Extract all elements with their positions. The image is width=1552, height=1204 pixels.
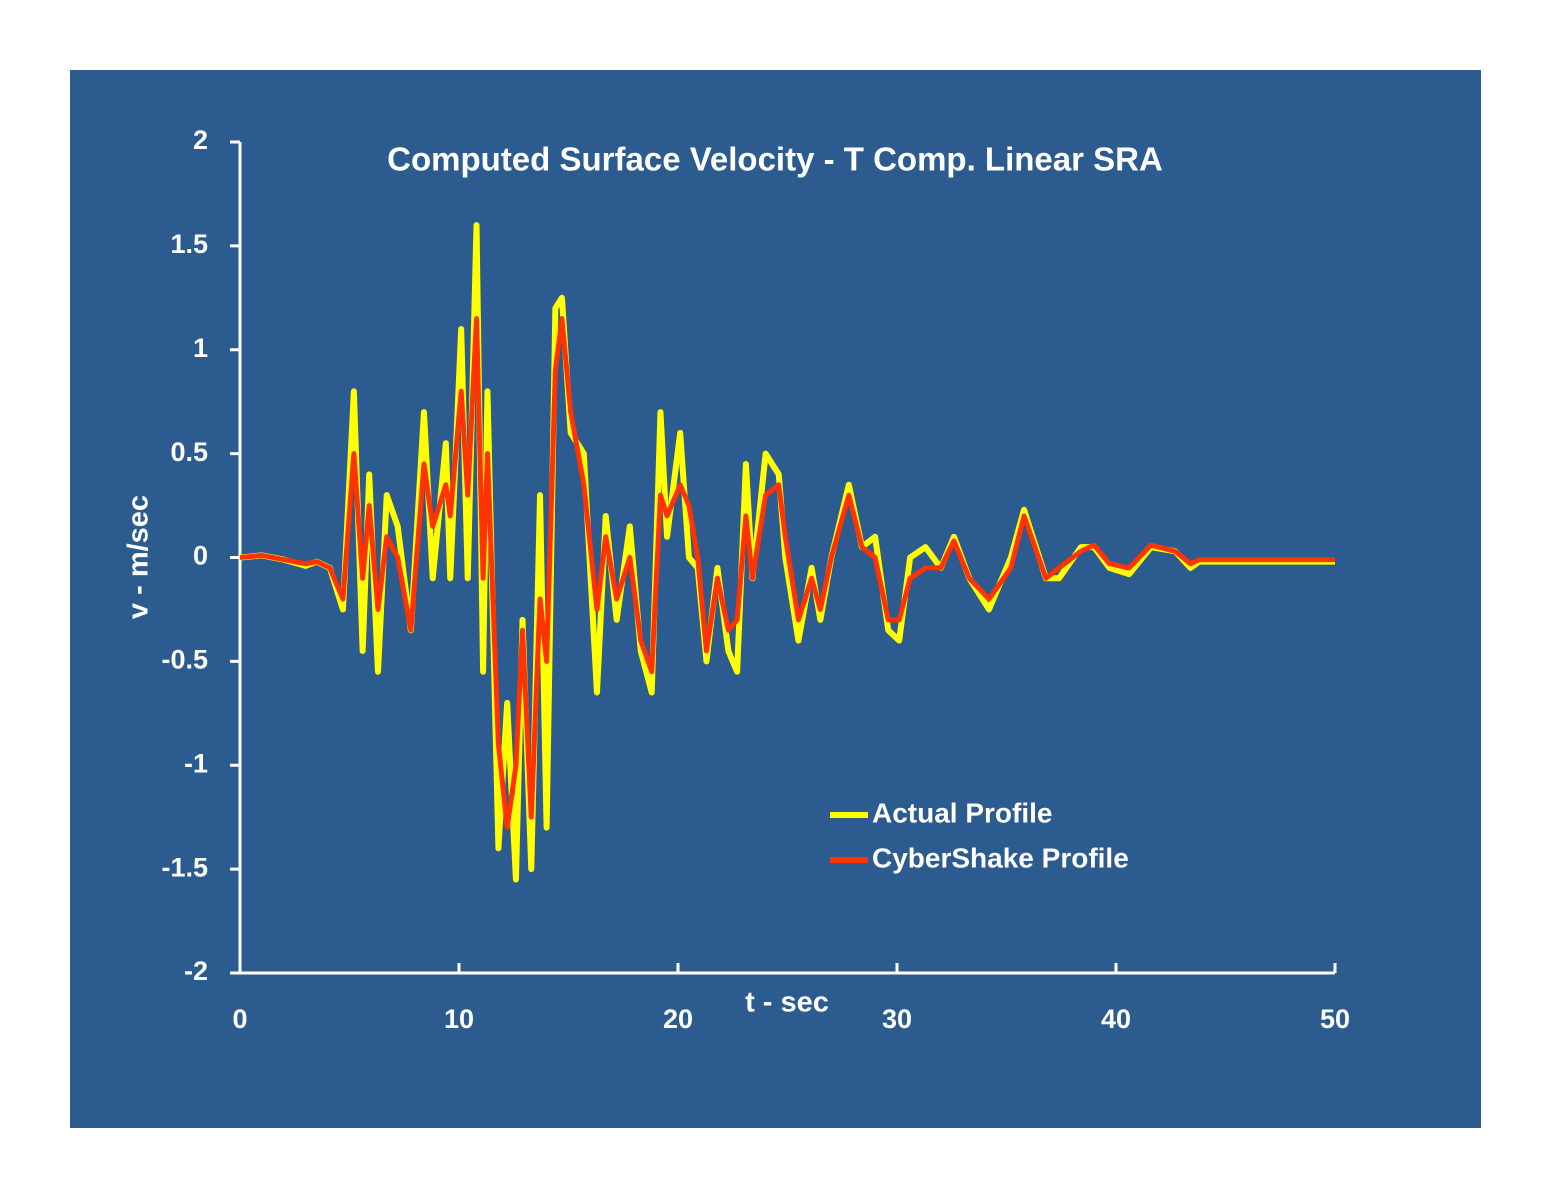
x-tick-label: 0	[232, 1004, 247, 1034]
x-tick-label: 30	[882, 1004, 912, 1034]
y-tick-label: 1.5	[170, 229, 208, 259]
y-tick-label: 1	[193, 333, 208, 363]
x-tick-label: 10	[444, 1004, 474, 1034]
y-tick-label: -1	[184, 748, 208, 778]
x-tick-label: 20	[663, 1004, 693, 1034]
legend-label: CyberShake Profile	[872, 842, 1129, 873]
chart-background	[70, 70, 1481, 1128]
y-tick-label: 2	[193, 125, 208, 155]
y-tick-label: 0.5	[170, 437, 208, 467]
x-axis-title: t - sec	[745, 987, 829, 1019]
x-tick-label: 50	[1320, 1004, 1350, 1034]
y-axis-title: v - m/sec	[123, 495, 155, 619]
y-tick-label: -0.5	[161, 645, 208, 675]
legend-label: Actual Profile	[872, 797, 1052, 828]
y-tick-label: -1.5	[161, 852, 208, 882]
data-line	[239, 316, 1335, 831]
y-tick-label: 0	[193, 541, 208, 571]
chart-title: Computed Surface Velocity - T Comp. Line…	[387, 141, 1163, 178]
x-tick-label: 40	[1101, 1004, 1131, 1034]
y-tick-label: -2	[184, 956, 208, 986]
